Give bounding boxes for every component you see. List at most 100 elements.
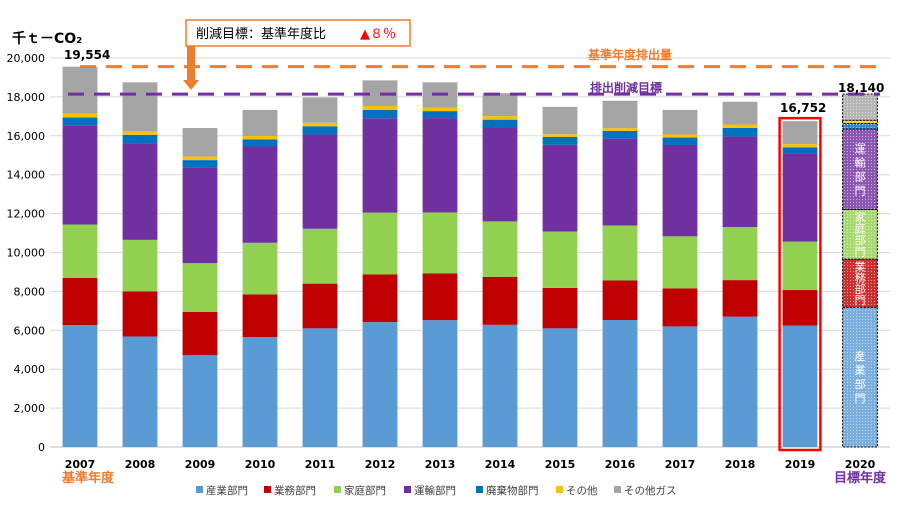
- legend-label: 運輸部門: [414, 484, 456, 497]
- y-tick-label: 4,000: [14, 363, 46, 376]
- y-tick-label: 20,000: [7, 52, 46, 65]
- bar-segment: [242, 242, 278, 295]
- bar-segment: [62, 224, 98, 278]
- y-tick-label: 18,000: [7, 91, 46, 104]
- down-arrow-head-icon: [183, 80, 199, 90]
- y-tick-label: 0: [38, 441, 45, 454]
- bar-segment: [602, 225, 638, 281]
- legend-swatch: [556, 486, 563, 493]
- bar-segment: [722, 101, 758, 125]
- bar-segment: [242, 139, 278, 147]
- y-tick-label: 12,000: [7, 208, 46, 221]
- x-tick-label: 2012: [365, 458, 396, 471]
- bar-segment: [542, 287, 578, 329]
- x-tick-label: 2013: [425, 458, 456, 471]
- legend-swatch: [404, 486, 411, 493]
- bar-segment: [422, 107, 458, 112]
- bar-segment: [122, 82, 158, 132]
- x-axis: 2007 2008 2009 2010 2011 2012 2013 2014 2015 2016…: [65, 458, 876, 471]
- bar-segment: [422, 273, 458, 321]
- bar-segment: [302, 126, 338, 135]
- target-bar-segment-label: 家庭部門: [855, 210, 866, 258]
- bar-segment: [362, 274, 398, 323]
- bar-segment: [722, 227, 758, 281]
- y-tick-label: 14,000: [7, 169, 46, 182]
- bar-segment: [62, 277, 98, 326]
- x-tick-label: 2016: [605, 458, 636, 471]
- bar-segment: [662, 288, 698, 327]
- target-bar-segment: [842, 306, 878, 448]
- y-tick-label: 6,000: [14, 324, 46, 337]
- y-tick-label: 8,000: [14, 285, 46, 298]
- bar-segment: [662, 326, 698, 447]
- bar-segment: [662, 109, 698, 135]
- bar-segment: [482, 127, 518, 222]
- legend-swatch: [334, 486, 341, 493]
- bar-segment: [302, 328, 338, 447]
- bar-segment: [542, 231, 578, 288]
- bar-segment: [662, 137, 698, 145]
- bar-segment: [542, 144, 578, 232]
- legend-swatch: [476, 486, 483, 493]
- bar-segment: [482, 116, 518, 120]
- bar-segment: [122, 131, 158, 135]
- bar-segment: [182, 355, 218, 447]
- bar-segment: [602, 319, 638, 447]
- target-bar-segment: [842, 258, 878, 308]
- legend-label: 産業部門: [206, 484, 248, 497]
- x-tick-label: 2019: [785, 458, 816, 471]
- y-tick-label: 2,000: [14, 402, 46, 415]
- target-bar-segment: [842, 209, 878, 260]
- bar-segment: [182, 167, 218, 264]
- bar-segment: [722, 316, 758, 447]
- bar-segment: [242, 146, 278, 243]
- bar-segment: [782, 147, 818, 154]
- highlight-box: [778, 116, 822, 452]
- x-tick-label: 2007: [65, 458, 96, 471]
- bar-segment: [602, 100, 638, 129]
- bar-segment: [62, 113, 98, 118]
- bar-segment: [122, 291, 158, 337]
- bar-segment: [62, 125, 98, 225]
- bar-segment: [182, 263, 218, 312]
- bar-segment: [122, 336, 158, 447]
- bar-segment: [302, 134, 338, 229]
- target-bar-segment-label: 運輸部門: [855, 142, 866, 197]
- y-axis: 0 2,000 4,000 6,000 8,000 10,000 12,000 14,000 1…: [7, 52, 46, 454]
- target-label: 排出削減目標: [590, 80, 662, 95]
- bar-segment: [782, 153, 818, 242]
- bar-segment: [782, 144, 818, 148]
- bar-segment: [242, 135, 278, 140]
- legend-label: 家庭部門: [344, 484, 386, 497]
- bar-segment: [242, 337, 278, 447]
- bar-segment: [482, 93, 518, 117]
- bar-segment: [782, 121, 818, 145]
- legend-label: 廃棄物部門: [486, 484, 539, 497]
- bar-segment: [62, 66, 98, 114]
- target-bar-segment: [842, 123, 878, 130]
- bar-segment: [542, 106, 578, 135]
- target-value: 18,140: [838, 81, 884, 95]
- bar-segment: [302, 122, 338, 127]
- bar-segment: [182, 311, 218, 356]
- bar-segment: [62, 117, 98, 126]
- bar-segment: [242, 294, 278, 338]
- bar-segment: [182, 160, 218, 168]
- x-tick-label: 2015: [545, 458, 576, 471]
- legend-swatch: [614, 486, 621, 493]
- bar-segment: [482, 119, 518, 128]
- target-bar-segment: [842, 119, 878, 125]
- x-tick-label: 2009: [185, 458, 216, 471]
- reduction-target-callout: 削減目標：基準年度比 ▲８％: [183, 19, 411, 90]
- baseline-value: 19,554: [64, 48, 110, 62]
- bar-segment: [722, 127, 758, 137]
- bar-segment: [362, 109, 398, 119]
- x-tick-label: 2014: [485, 458, 516, 471]
- bar-segment: [422, 320, 458, 447]
- bar-segment: [602, 130, 638, 139]
- bar-segment: [62, 325, 98, 447]
- x-tick-label: 2011: [305, 458, 336, 471]
- reduction-text: 削減目標：基準年度比: [196, 26, 326, 42]
- bar-segment: [602, 280, 638, 320]
